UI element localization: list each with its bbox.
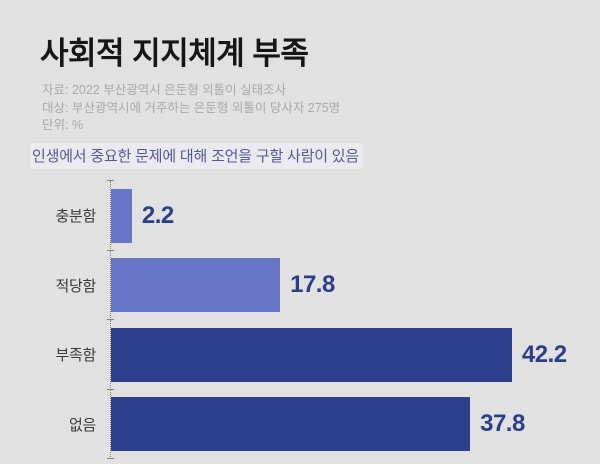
axis-tick <box>107 249 114 251</box>
source-note: 자료: 2022 부산광역시 은둔형 외톨이 실태조사 대상: 부산광역시에 거… <box>42 82 340 135</box>
source-line: 자료: 2022 부산광역시 은둔형 외톨이 실태조사 <box>42 83 287 97</box>
chart-subtitle: 인생에서 중요한 문제에 대해 조언을 구할 사람이 있음 <box>30 143 363 169</box>
data-bar <box>111 188 132 243</box>
data-bar <box>111 258 281 313</box>
category-label: 충분함 <box>55 208 96 226</box>
value-label: 17.8 <box>290 271 335 299</box>
bar-area: 17.8 <box>107 249 600 320</box>
data-bar <box>111 397 471 452</box>
chart-row: 부족함 42.2 <box>0 319 600 390</box>
target-line: 대상: 부산광역시에 거주하는 은둔형 외톨이 당사자 275명 <box>42 100 341 115</box>
bar-area: 2.2 <box>107 180 600 251</box>
value-label: 42.2 <box>521 340 567 368</box>
category-label: 적당함 <box>55 277 96 295</box>
value-label: 2.2 <box>141 201 174 229</box>
axis-tick <box>107 458 114 459</box>
chart-row: 적당함 17.8 <box>0 249 600 320</box>
unit-line: 단위: % <box>42 118 84 132</box>
category-label: 없음 <box>68 416 96 434</box>
bar-area: 37.8 <box>107 388 600 459</box>
chart-row: 없음 37.8 <box>0 388 600 459</box>
axis-tick <box>107 319 114 320</box>
page-title: 사회적 지지체계 부족 <box>40 36 309 71</box>
bar-area: 42.2 <box>107 319 600 390</box>
data-bar <box>111 327 512 382</box>
chart-row: 충분함 2.2 <box>0 180 600 251</box>
bar-chart: 충분함 2.2 적당함 17.8 부족함 42.2 없음 37.8 <box>0 180 600 459</box>
category-label: 부족함 <box>55 347 96 365</box>
axis-tick <box>107 388 114 390</box>
chart-subtitle-wrap: 인생에서 중요한 문제에 대해 조언을 구할 사람이 있음 <box>30 143 363 169</box>
value-label: 37.8 <box>480 410 525 438</box>
axis-tick <box>107 180 114 181</box>
